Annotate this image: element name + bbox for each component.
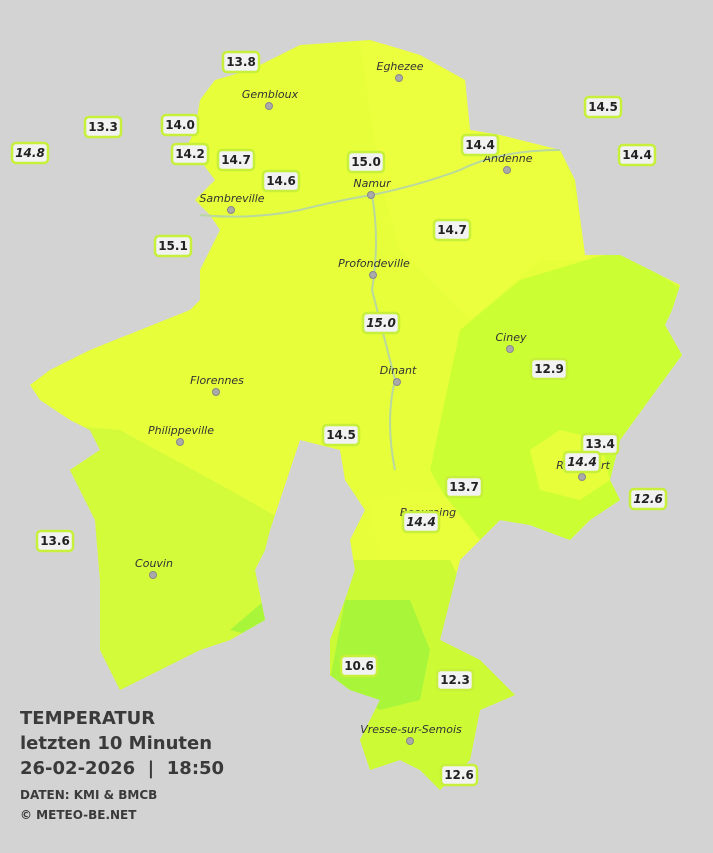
station-value: 12.9 [534,362,564,376]
station-box [153,234,193,258]
town-dot [506,345,514,353]
station-box [435,668,475,692]
town-dot [265,102,273,110]
station-box [83,115,123,139]
station-value: 14.5 [588,100,618,114]
station-box [617,143,657,167]
station-box [529,357,569,381]
station-value: 13.7 [449,480,479,494]
stations: 13.8 13.3 14.8 14.0 14.2 14.7 14.6 15.0 14.4 14.5… [10,50,668,787]
station-value: 14.4 [465,138,495,152]
station-box [321,423,361,447]
station-value: 15.0 [351,155,381,169]
town-dot [393,378,401,386]
town-dot [212,388,220,396]
town-label: Dinant [380,364,417,377]
town-dot [503,166,511,174]
station-box [339,654,379,678]
station-value: 13.6 [40,534,70,548]
zone-beauraing [370,490,480,580]
title: TEMPERATUR [20,708,155,729]
station-value: 12.3 [440,673,470,687]
town-dot [406,737,414,745]
station-box [444,475,484,499]
station-box [216,148,256,172]
station-box [10,141,50,165]
town-label: Philippeville [148,424,214,437]
station-box [583,95,623,119]
zone-cold [330,600,430,710]
station-value: 12.6 [444,768,474,782]
town-label: Eghezee [377,60,424,73]
town-label: Sambreville [199,192,264,205]
station-value: 14.4 [622,148,652,162]
town-label: Gembloux [242,88,299,101]
station-value: 14.7 [437,223,467,237]
station-box [170,142,210,166]
station-value: 14.5 [326,428,356,442]
station-value: 14.6 [266,174,296,188]
station-box [221,50,261,74]
station-value: 14.4 [567,455,597,469]
town-dot [176,438,184,446]
station-box [401,510,441,534]
datetime: 26-02-2026 | 18:50 [20,758,224,779]
station-value: 14.0 [165,118,195,132]
town-label: Namur [353,177,392,190]
town-label: Florennes [190,374,244,387]
source: DATEN: KMI & BMCB [20,788,157,802]
station-value: 12.6 [633,492,663,506]
town-dot [227,206,235,214]
station-box [346,150,386,174]
zone-namur [360,40,590,320]
station-value: 15.1 [158,239,188,253]
station-box [460,133,500,157]
town-dot [578,473,586,481]
station-value: 13.3 [88,120,118,134]
station-value: 14.4 [406,515,436,529]
subtitle: letzten 10 Minuten [20,733,212,754]
copyright: © METEO-BE.NET [20,808,137,822]
town-label: Profondeville [338,257,410,270]
station-value: 15.0 [366,316,396,330]
station-box [35,529,75,553]
station-box [160,113,200,137]
town-label: Couvin [135,557,173,570]
town-label: Ciney [496,331,527,344]
station-value: 13.8 [226,55,256,69]
station-box [562,450,602,474]
station-value: 14.2 [175,147,205,161]
station-value: 10.6 [344,659,374,673]
town-dot [149,571,157,579]
station-box [439,763,479,787]
station-value: 13.4 [585,437,615,451]
town-dot [369,271,377,279]
station-box [628,487,668,511]
river-meuse [370,194,397,471]
town-label: Vresse-sur-Semois [360,723,462,736]
station-value: 14.7 [221,153,251,167]
town-dot [395,74,403,82]
station-value: 14.8 [15,146,45,160]
station-box [261,169,301,193]
station-box [432,218,472,242]
town-dot [367,191,375,199]
station-box [361,311,401,335]
